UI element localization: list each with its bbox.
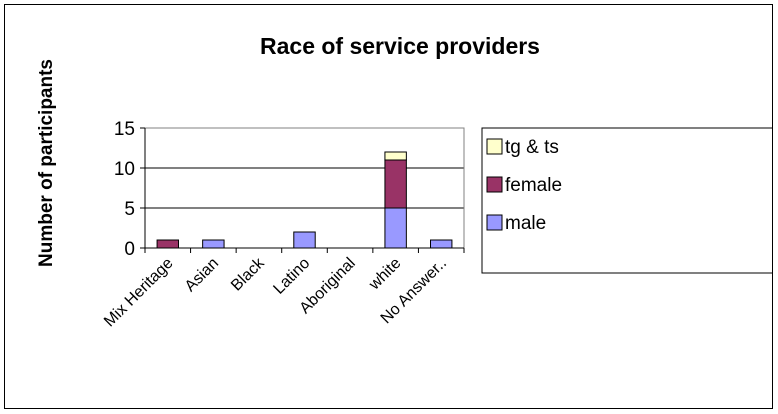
x-tick-label-black: Black — [228, 254, 268, 294]
y-axis-label: Number of participants — [36, 59, 57, 267]
legend-swatch-male — [486, 214, 503, 231]
x-tick-label-mix-heritage: Mix Heritage — [101, 255, 177, 331]
gridlines — [144, 127, 465, 249]
legend-box — [481, 127, 778, 274]
chart-svg: Race of service providers Number of part… — [36, 33, 778, 330]
y-tick-label: 0 — [124, 239, 135, 260]
chart-title: Race of service providers — [260, 33, 540, 59]
bar-mix-heritage-female — [156, 239, 179, 249]
y-tick-labels: 0 5 10 15 — [114, 119, 135, 260]
legend-swatch-tg-ts — [486, 138, 503, 155]
legend-label-male: male — [505, 213, 546, 234]
bar-white-tg-ts — [384, 151, 407, 161]
y-tick-label: 5 — [124, 199, 135, 220]
legend-swatch-female — [486, 176, 503, 193]
bar-latino-male — [293, 231, 316, 249]
x-tick-label-latino: Latino — [270, 255, 313, 298]
legend: tg & ts female male — [481, 127, 778, 274]
bar-white-male — [384, 207, 407, 249]
axes — [140, 127, 465, 253]
y-tick-label: 15 — [114, 119, 135, 140]
plot-area-border — [144, 127, 465, 249]
bar-asian-male — [202, 239, 225, 249]
x-tick-label-white: white — [365, 255, 404, 294]
legend-label-tg-ts: tg & ts — [505, 137, 559, 158]
x-tick-label-asian: Asian — [182, 255, 222, 295]
bars — [156, 151, 453, 249]
legend-label-female: female — [505, 175, 562, 196]
chart-frame: Race of service providers Number of part… — [4, 4, 778, 409]
y-tick-label: 10 — [114, 159, 135, 180]
bar-no-answer-male — [430, 239, 453, 249]
bar-white-female — [384, 159, 407, 209]
